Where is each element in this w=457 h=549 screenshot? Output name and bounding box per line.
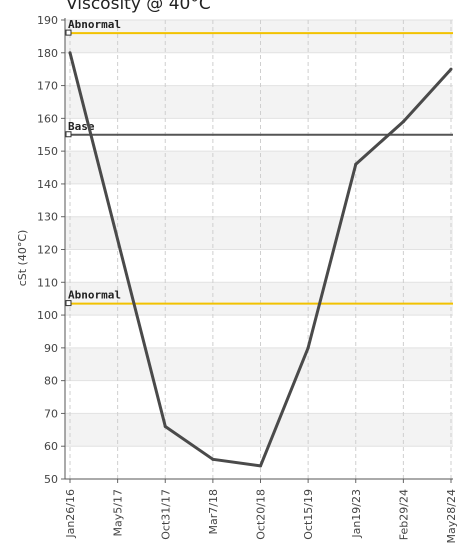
data-series xyxy=(68,51,453,468)
plot-band xyxy=(65,20,453,53)
reference-line-label: Abnormal xyxy=(68,18,121,31)
plot-band xyxy=(65,282,453,316)
x-tick-label: Oct31/17 xyxy=(159,489,172,540)
y-tick-label: 150 xyxy=(37,145,58,158)
data-point xyxy=(449,67,453,71)
x-tick-label: Oct20/18 xyxy=(255,489,268,540)
y-tick-label: 170 xyxy=(37,80,58,93)
y-axis-label: cSt (40°C) xyxy=(16,230,29,287)
reference-marker xyxy=(65,29,72,36)
x-tick-label: May5/17 xyxy=(112,489,125,536)
y-tick-label: 110 xyxy=(37,276,58,289)
x-tick-label: Oct15/19 xyxy=(302,489,315,540)
y-tick-label: 60 xyxy=(44,440,58,453)
data-point xyxy=(306,346,310,350)
y-tick-label: 180 xyxy=(37,47,58,60)
y-tick-label: 120 xyxy=(37,244,58,257)
reference-marker xyxy=(65,300,72,307)
y-tick-label: 100 xyxy=(37,309,58,322)
plot-background-bands xyxy=(65,20,453,447)
y-tick-label: 140 xyxy=(37,178,58,191)
reference-line-label: Abnormal xyxy=(68,289,121,302)
y-tick-label: 160 xyxy=(37,112,58,125)
y-tick-label: 90 xyxy=(44,342,58,355)
plot-band xyxy=(65,216,453,250)
x-tick-label: Feb29/24 xyxy=(397,489,410,540)
y-tick-label: 50 xyxy=(44,473,58,486)
data-point xyxy=(354,162,358,166)
grid-lines xyxy=(65,19,453,480)
chart-title: Viscosity @ 40°C xyxy=(66,0,211,14)
x-tick-label: May28/24 xyxy=(445,489,457,543)
plot-band xyxy=(65,151,453,184)
x-tick-label: Mar7/18 xyxy=(207,489,220,534)
y-tick-label: 80 xyxy=(44,375,58,388)
plot-band xyxy=(65,347,453,381)
y-tick-label: 190 xyxy=(37,14,58,27)
y-tick-label: 130 xyxy=(37,211,58,224)
data-point xyxy=(68,51,72,55)
x-tick-label: Jan19/23 xyxy=(350,489,363,539)
series-line xyxy=(68,52,453,468)
data-point xyxy=(211,457,215,461)
data-point xyxy=(401,120,405,124)
x-tick-label: Jan26/16 xyxy=(64,489,77,539)
data-point xyxy=(259,464,262,468)
plot-band xyxy=(65,85,453,119)
reference-marker xyxy=(65,131,72,138)
data-point xyxy=(163,425,167,429)
plot-band xyxy=(65,413,453,447)
axes: 50 60 70 80 90 100 110 120 130 140 150 160 170 180 190… xyxy=(37,14,457,543)
y-tick-label: 70 xyxy=(44,407,58,420)
